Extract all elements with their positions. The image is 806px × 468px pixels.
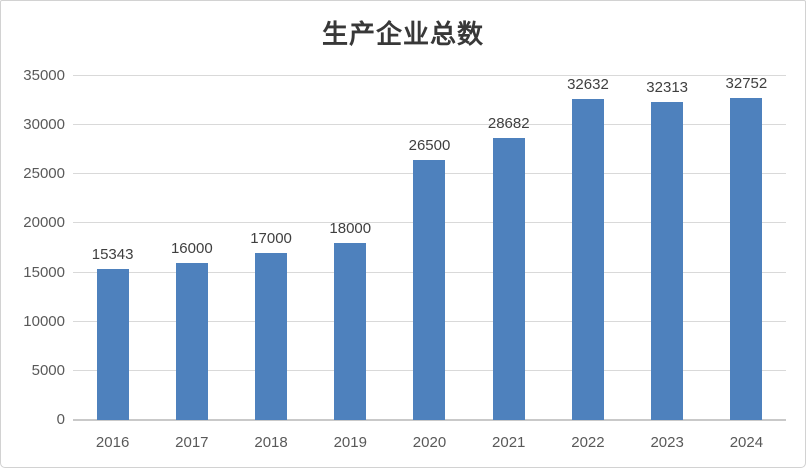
gridline: [73, 75, 786, 76]
bar-value-label: 32313: [646, 79, 689, 96]
bar-slot: 32313 2023: [628, 76, 707, 451]
chart-title: 生产企业总数: [321, 20, 484, 50]
bar-slot: 17000 2018: [231, 76, 310, 451]
y-tick-label: 0: [56, 411, 65, 428]
bar-value-label: 28682: [487, 115, 530, 132]
x-tick-label: 2017: [175, 434, 209, 451]
bar-slot: 15343 2016: [73, 76, 152, 451]
y-tick-label: 15000: [23, 263, 65, 281]
bar: [651, 102, 684, 420]
gridline: [73, 124, 786, 126]
bar-value-label: 32632: [567, 76, 609, 93]
y-tick-label: 5000: [31, 361, 65, 379]
y-tick-label: 30000: [23, 116, 65, 134]
x-tick-label: 2020: [412, 434, 447, 451]
bar: [175, 263, 208, 420]
bar: [492, 138, 525, 420]
x-tick-label: 2018: [254, 434, 288, 451]
bar-value-label: 16000: [170, 240, 213, 257]
bar-value-label: 32752: [725, 75, 768, 92]
plot-area: 15343 2016 16000 2017 17000 2018 18000 2019 2650…: [73, 75, 786, 451]
x-tick-label: 2021: [492, 434, 526, 451]
bar-slot: 16000 2017: [152, 76, 231, 451]
y-tick-label: 35000: [23, 67, 65, 84]
y-tick-label: 25000: [23, 165, 65, 183]
bar-slot: 32752 2024: [707, 75, 786, 451]
bar-slot: 26500 2020: [390, 76, 469, 451]
bar-slot: 28682 2021: [469, 76, 548, 451]
bar-slot: 32632 2022: [548, 76, 627, 451]
bar: [571, 99, 604, 420]
x-tick-label: 2019: [333, 434, 367, 451]
x-tick-label: 2016: [95, 434, 130, 451]
bar-slot: 18000 2019: [311, 76, 390, 451]
y-tick-label: 20000: [23, 214, 65, 232]
y-axis-ticks: 0 5000 10000 15000 20000 25000 30000 35000: [1, 68, 65, 428]
y-tick-label: 10000: [23, 312, 65, 330]
bar-value-label: 18000: [329, 220, 372, 237]
x-tick-label: 2023: [650, 434, 684, 451]
x-tick-label: 2022: [571, 434, 605, 451]
bar: [334, 243, 367, 420]
bar-value-label: 17000: [250, 230, 292, 247]
bar: [730, 98, 763, 420]
bar: [96, 269, 129, 420]
bar-value-label: 15343: [91, 246, 134, 263]
bar: [413, 160, 446, 420]
bar-value-label: 26500: [408, 137, 451, 154]
x-axis-line: [73, 419, 786, 421]
x-tick-label: 2024: [729, 434, 764, 451]
bar: [255, 253, 288, 420]
